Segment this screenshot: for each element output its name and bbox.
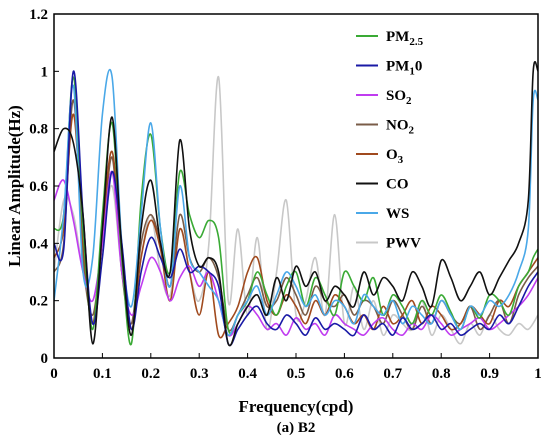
x-tick-label: 0.3 [190, 366, 209, 382]
figure-caption: (a) B2 [277, 420, 316, 436]
legend-entry: O3 [356, 147, 404, 166]
legend-entry: PM10 [356, 59, 422, 78]
x-tick-label: 0.5 [287, 366, 306, 382]
legend-entry: SO2 [356, 88, 412, 107]
y-tick-label: 0.6 [29, 179, 48, 195]
x-tick-label: 0 [50, 366, 58, 382]
legend-entry: NO2 [356, 118, 415, 137]
legend-entry: PM2.5 [356, 29, 424, 48]
legend-label: O3 [386, 147, 404, 166]
x-tick-label: 0.9 [480, 366, 499, 382]
series-line-co [54, 61, 538, 347]
y-axis-title: Linear Amplitude(Hz) [5, 105, 24, 267]
legend-label: PWV [386, 236, 421, 252]
x-tick-label: 0.4 [238, 366, 257, 382]
legend-label: CO [386, 177, 409, 193]
y-tick-label: 1 [41, 64, 49, 80]
x-tick-label: 1 [534, 366, 542, 382]
y-tick-label: 0 [41, 351, 49, 367]
y-tick-label: 0.4 [29, 236, 48, 252]
legend: PM2.5 PM10 SO2 NO2 O3 CO WS PWV [356, 29, 424, 252]
legend-label: NO2 [386, 118, 415, 137]
x-tick-label: 0.6 [335, 366, 354, 382]
legend-label: SO2 [386, 88, 412, 107]
x-tick-label: 0.2 [141, 366, 160, 382]
y-tick-label: 1.2 [29, 7, 48, 23]
x-axis-ticks: 0 0.1 0.2 0.3 0.4 0.5 0.6 0.7 0.8 0.9 1 [50, 353, 542, 382]
legend-label: WS [386, 206, 409, 222]
y-axis-ticks: 0 0.2 0.4 0.6 0.8 1 1.2 [29, 7, 59, 367]
legend-label: PM10 [386, 59, 422, 78]
series-layer [54, 61, 538, 347]
legend-entry: PWV [356, 236, 421, 252]
legend-label: PM2.5 [386, 29, 424, 48]
y-tick-label: 0.8 [29, 122, 48, 138]
legend-entry: WS [356, 206, 409, 222]
x-tick-label: 0.8 [432, 366, 451, 382]
series-line-so2 [54, 170, 538, 337]
x-tick-label: 0.7 [383, 366, 402, 382]
legend-entry: CO [356, 177, 409, 193]
x-axis-title: Frequency(cpd) [239, 397, 354, 416]
x-tick-label: 0.1 [93, 366, 112, 382]
y-tick-label: 0.2 [29, 294, 48, 310]
